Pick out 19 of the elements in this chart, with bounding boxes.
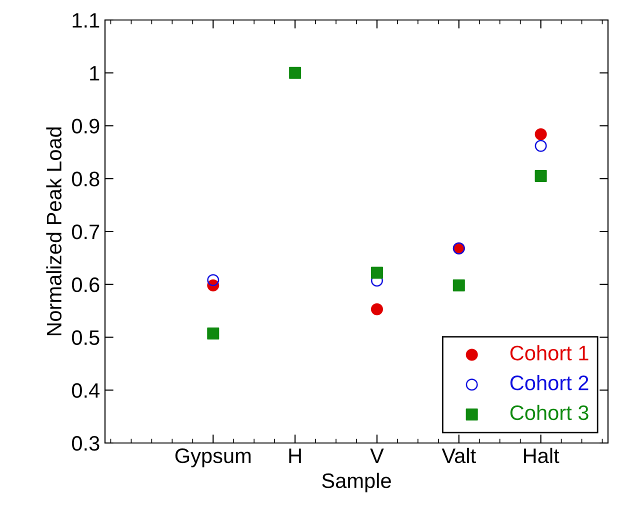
y-tick-label: 0.4 [72, 383, 100, 398]
y-tick-label: 1 [90, 66, 100, 80]
y-tick-label: 0.9 [72, 118, 100, 134]
y-axis-title: Normalized Peak Load [46, 127, 62, 336]
x-tick-label: Halt [524, 448, 560, 464]
legend-label: Cohort 2 [510, 374, 588, 390]
y-tick-label: 0.7 [72, 224, 100, 240]
y-tick-label: 0.3 [72, 436, 100, 451]
x-tick-label: V [370, 448, 384, 463]
x-tick-label: H [289, 448, 301, 463]
y-tick-label: 0.8 [72, 172, 100, 186]
legend-label: Cohort 3 [510, 404, 588, 420]
y-tick-label: 1.1 [72, 13, 100, 28]
y-tick-label: 0.6 [72, 277, 100, 292]
legend-label: Cohort 1 [510, 345, 588, 360]
x-tick-label: Valt [442, 448, 476, 464]
x-tick-label: Gypsum [175, 448, 251, 468]
y-tick-label: 0.5 [72, 330, 100, 346]
x-axis-title: Sample [322, 472, 391, 492]
